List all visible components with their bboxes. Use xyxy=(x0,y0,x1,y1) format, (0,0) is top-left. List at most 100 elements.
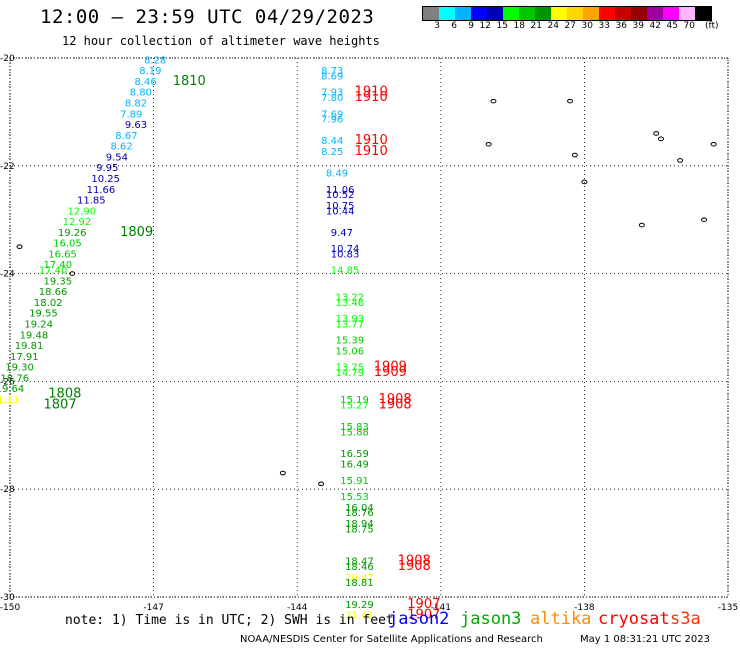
map-subtitle: 12 hour collection of altimeter wave hei… xyxy=(62,34,380,48)
longitude-label: -141 xyxy=(431,603,451,613)
pass-time-label: 1908 xyxy=(379,397,412,412)
latitude-label: -20 xyxy=(0,54,15,64)
island-outline xyxy=(318,481,325,487)
color-swatch xyxy=(615,7,631,20)
swh-data-label: 21.41 xyxy=(345,611,374,622)
swh-data-label: 13.46 xyxy=(335,298,364,309)
swh-data-label: 19.64 xyxy=(0,384,24,395)
color-swatch xyxy=(599,7,615,20)
color-swatch xyxy=(503,7,519,20)
island-outline xyxy=(653,131,660,136)
swh-data-label: 18.02 xyxy=(34,298,63,309)
color-swatch xyxy=(679,7,695,20)
color-swatch xyxy=(647,7,663,20)
pass-time-label: 1910 xyxy=(355,133,388,148)
color-scale-tick-label: 12 xyxy=(479,21,491,31)
swh-data-label: 18.94 xyxy=(345,519,374,530)
swh-data-label: 18.81 xyxy=(345,578,374,589)
island-outline xyxy=(581,179,588,185)
swh-data-label: 8.80 xyxy=(130,88,152,99)
latitude-label: -30 xyxy=(0,593,15,603)
longitude-label: -147 xyxy=(143,603,163,613)
swh-data-label: 11.66 xyxy=(87,185,116,196)
color-swatch xyxy=(631,7,647,20)
color-scale-tick-label: 9 xyxy=(468,21,474,31)
island-outline xyxy=(69,271,76,276)
pass-time-label: 1907 xyxy=(407,608,440,623)
swh-data-label: 8.69 xyxy=(321,72,343,83)
pass-time-label: 1910 xyxy=(355,85,388,100)
swh-data-label: 14.85 xyxy=(331,266,360,277)
swh-data-label: 19.29 xyxy=(345,600,374,611)
island-outline xyxy=(657,136,664,142)
latitude-label: -22 xyxy=(0,162,15,172)
pass-time-label: 1908 xyxy=(379,392,412,407)
color-swatch xyxy=(423,7,439,20)
swh-data-label: 21.11 xyxy=(0,395,19,406)
swh-data-label: 16.65 xyxy=(48,249,77,260)
pass-time-label: 1910 xyxy=(355,144,388,159)
island-outline xyxy=(701,217,708,222)
swh-data-label: 16.49 xyxy=(340,460,369,471)
color-swatch xyxy=(487,7,503,20)
swh-data-label: 15.27 xyxy=(340,400,369,411)
color-scale-tick-label: 6 xyxy=(451,21,457,31)
footer-note: note: 1) Time is in UTC; 2) SWH is in fe… xyxy=(65,613,394,628)
color-swatch xyxy=(519,7,535,20)
pass-time-label: 1810 xyxy=(173,74,206,89)
pass-time-label: 1907 xyxy=(407,597,440,612)
color-scale-tick-label: 45 xyxy=(666,21,678,31)
swh-data-label: 17.91 xyxy=(10,352,39,363)
legend-jason3: jason3 xyxy=(460,609,522,629)
swh-data-label: 10.83 xyxy=(331,249,360,260)
latitude-label: -26 xyxy=(0,377,15,387)
swh-data-label: 9.47 xyxy=(331,228,353,239)
swh-data-label: 11.85 xyxy=(77,196,106,207)
color-swatch xyxy=(535,7,551,20)
swh-data-label: 16.59 xyxy=(340,449,369,460)
swh-data-label: 18.75 xyxy=(345,524,374,535)
swh-data-label: 19.26 xyxy=(58,228,87,239)
island-outline xyxy=(677,158,684,163)
swh-data-label: 18.46 xyxy=(345,562,374,573)
swh-data-label: 15.53 xyxy=(340,492,369,503)
island-outline xyxy=(571,152,578,158)
swh-data-label: 15.91 xyxy=(340,476,369,487)
swh-data-label: 8.49 xyxy=(326,169,348,180)
color-scale-unit: (ft) xyxy=(705,21,719,31)
swh-data-label: 11.06 xyxy=(326,185,355,196)
swh-data-label: 8.82 xyxy=(125,99,147,110)
longitude-label: -150 xyxy=(0,603,20,613)
swh-data-label: 8.28 xyxy=(144,55,166,66)
latitude-label: -28 xyxy=(0,485,15,495)
swh-data-label: 8.62 xyxy=(111,142,133,153)
color-scale-tick-label: 70 xyxy=(683,21,695,31)
color-scale-tick-label: 39 xyxy=(632,21,644,31)
pass-time-label: 1908 xyxy=(398,554,431,569)
swh-data-label: 7.69 xyxy=(321,109,343,120)
latitude-label: -24 xyxy=(0,270,15,280)
credit-text: NOAA/NESDIS Center for Satellite Applica… xyxy=(240,634,543,645)
swh-data-label: 8.67 xyxy=(115,131,137,142)
swh-data-label: 17.40 xyxy=(39,266,68,277)
color-scale-tick-label: 33 xyxy=(598,21,610,31)
color-swatch xyxy=(551,7,567,20)
color-scale-tick-label: 3 xyxy=(434,21,440,31)
swh-data-label: 16.04 xyxy=(345,503,374,514)
swh-data-label: 13.77 xyxy=(335,320,364,331)
pass-time-label: 1809 xyxy=(120,225,153,240)
color-scale-tick-label: 30 xyxy=(581,21,593,31)
swh-data-label: 13.22 xyxy=(335,293,364,304)
swh-data-label: 7.80 xyxy=(321,93,343,104)
swh-data-label: 16.05 xyxy=(53,239,82,250)
swh-data-label: 19.81 xyxy=(15,341,44,352)
swh-data-label: 19.24 xyxy=(24,320,53,331)
pass-time-label: 1909 xyxy=(374,360,407,375)
swh-data-label: 10.52 xyxy=(326,190,355,201)
swh-data-label: 10.74 xyxy=(331,244,360,255)
color-scale-tick-label: 24 xyxy=(547,21,559,31)
swh-data-label: 10.25 xyxy=(91,174,120,185)
color-swatch xyxy=(439,7,455,20)
color-swatch xyxy=(663,7,679,20)
